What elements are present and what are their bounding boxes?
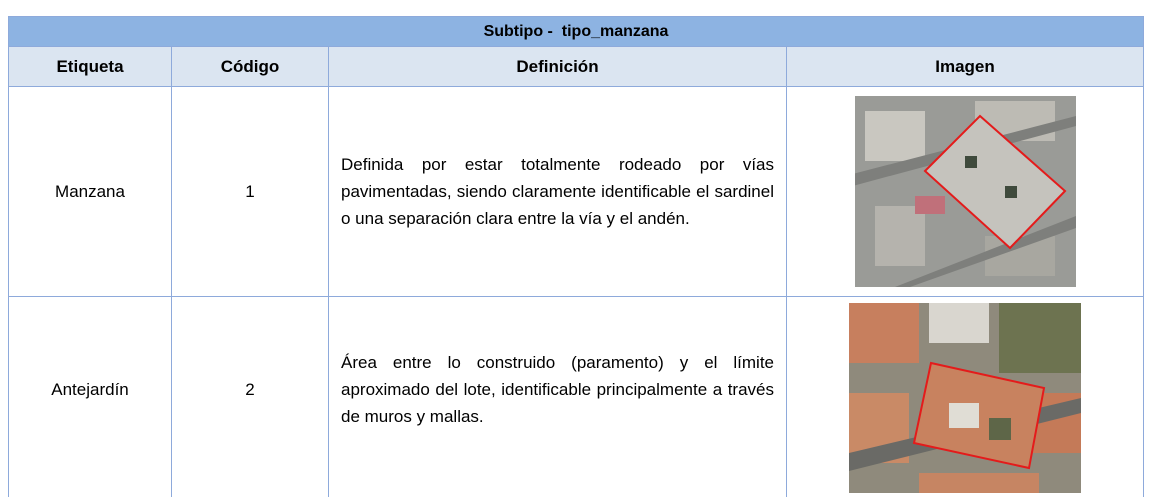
subtype-table: Subtipo - tipo_manzana Etiqueta Código D… [7,16,1145,497]
aerial-image [854,96,1076,287]
column-header: Definición [328,46,787,87]
aerial-image [849,303,1081,493]
code-cell: 2 [171,296,329,497]
table-row: Antejardín 2 Área entre lo construido (p… [8,296,1145,497]
column-header: Código [171,46,329,87]
definition-cell: Definida por estar totalmente rodeado po… [328,86,787,297]
table-title: Subtipo - tipo_manzana [7,16,1145,47]
column-header: Imagen [785,46,1145,87]
image-cell [785,86,1145,297]
table-row: Manzana 1 Definida por estar totalmente … [8,86,1145,297]
column-header: Etiqueta [8,46,172,87]
code-cell: 1 [171,86,329,297]
label-cell: Antejardín [8,296,172,497]
definition-cell: Área entre lo construido (paramento) y e… [328,296,787,497]
image-cell [785,296,1145,497]
label-cell: Manzana [8,86,172,297]
